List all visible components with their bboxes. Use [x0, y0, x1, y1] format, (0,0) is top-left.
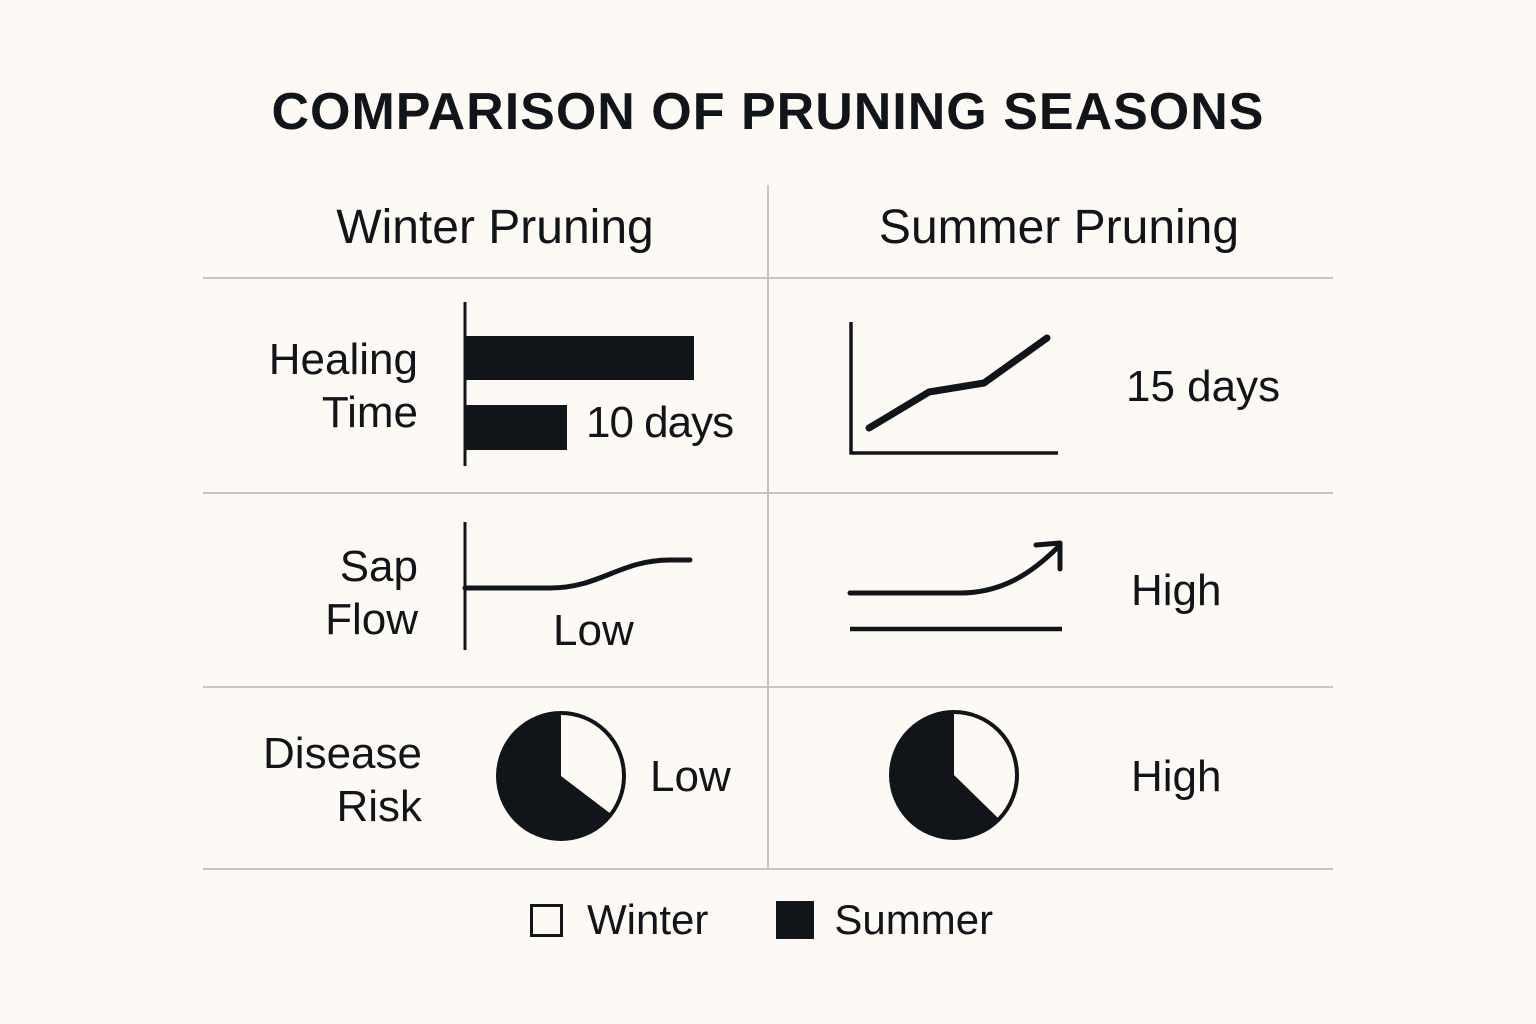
row-label-sap-flow: Sap Flow	[325, 542, 418, 644]
pie-chart-icon	[496, 711, 626, 841]
column-header-summer: Summer Pruning	[878, 201, 1240, 254]
winter-disease-value: Low	[650, 752, 731, 801]
pie-chart-icon	[889, 710, 1019, 840]
row-divider	[203, 492, 1333, 494]
filled-square-icon	[776, 901, 815, 939]
winter-healing-value: 10 days	[586, 398, 734, 447]
summer-healing-value: 15 days	[1126, 362, 1281, 411]
flat-curve-icon	[462, 522, 693, 650]
line-chart-icon	[849, 322, 1058, 455]
legend-item-winter: Winter	[530, 896, 708, 944]
column-header-winter: Winter Pruning	[336, 201, 654, 254]
row-divider	[203, 277, 1333, 279]
legend: Winter Summer	[530, 896, 993, 944]
row-divider	[203, 868, 1333, 870]
outline-square-icon	[530, 903, 563, 937]
legend-item-summer: Summer	[776, 896, 993, 944]
horizontal-bar-chart-icon	[463, 302, 694, 466]
page-title: COMPARISON OF PRUNING SEASONS	[271, 83, 1265, 141]
winter-sap-value: Low	[553, 606, 634, 655]
rising-arrow-icon	[847, 540, 1063, 632]
row-label-healing-time: Healing Time	[268, 335, 418, 437]
column-divider	[767, 185, 769, 868]
summer-disease-value: High	[1131, 752, 1222, 801]
row-label-disease-risk: Disease Risk	[263, 729, 422, 831]
row-divider	[203, 686, 1333, 688]
summer-sap-value: High	[1131, 566, 1222, 615]
